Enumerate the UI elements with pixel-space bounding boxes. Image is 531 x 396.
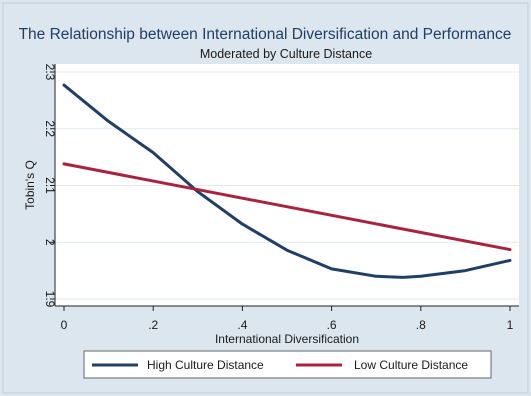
- x-tick-label: 1: [507, 318, 514, 332]
- series-layer: [62, 83, 512, 279]
- y-tick-label: 2: [43, 239, 57, 246]
- y-tick-label: 2.1: [43, 177, 57, 194]
- x-tick-label: 0: [61, 318, 68, 332]
- x-tick-label: .6: [327, 318, 337, 332]
- y-axis-label: Tobin's Q: [23, 160, 37, 210]
- legend-label-high-culture-distance: High Culture Distance: [147, 358, 264, 372]
- x-axis-label: International Diversification: [215, 332, 359, 346]
- legend-label-low-culture-distance: Low Culture Distance: [354, 358, 468, 372]
- legend-box: [83, 350, 492, 379]
- series-line-high-culture-distance: [62, 83, 512, 279]
- chart-subtitle: Moderated by Culture Distance: [200, 47, 372, 61]
- series-line-low-culture-distance: [62, 162, 512, 252]
- axis-layer: 0 .2 .4 .6 .8 1 1.9 2 2.1 2.2 2.3: [43, 64, 519, 332]
- chart-title: The Relationship between International D…: [19, 26, 512, 43]
- x-tick-label: .2: [148, 318, 158, 332]
- x-tick-label: .8: [416, 318, 426, 332]
- grid-layer: [55, 71, 519, 300]
- y-tick-label: 2.2: [43, 120, 57, 137]
- y-tick-label: 2.3: [43, 64, 57, 81]
- legend: High Culture Distance Low Culture Distanc…: [83, 350, 492, 379]
- x-tick-label: .4: [237, 318, 247, 332]
- y-tick-label: 1.9: [43, 291, 57, 308]
